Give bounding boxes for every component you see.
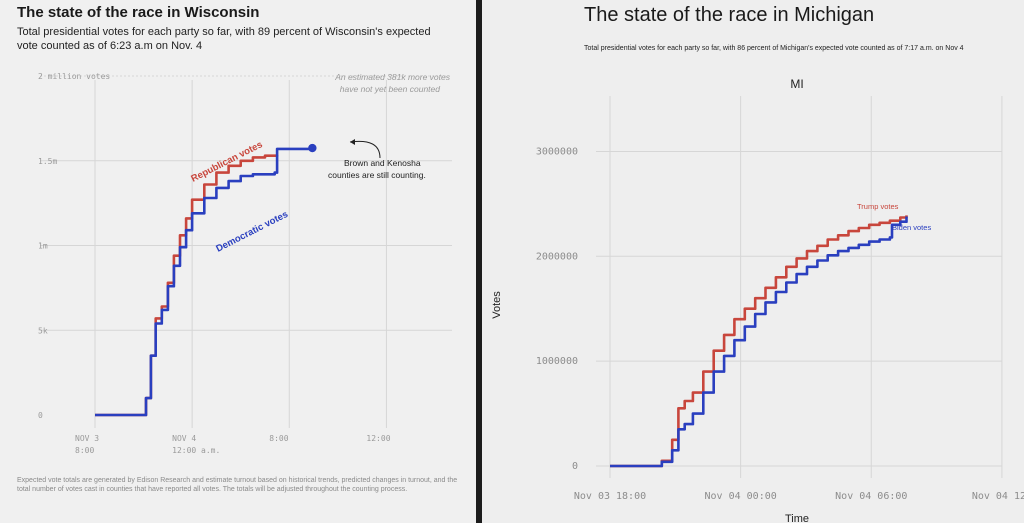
democratic-endpoint xyxy=(308,143,317,153)
y-tick-label: 0 xyxy=(572,461,578,472)
x-tick-label: Nov 04 06:00 xyxy=(835,491,907,502)
annotation-arrowhead xyxy=(350,139,355,145)
y-tick-label: 1m xyxy=(38,242,48,251)
biden-series-label: Biden votes xyxy=(892,223,931,232)
x-tick-label: NOV 4 xyxy=(172,434,196,443)
y-tick-label: 2 million votes xyxy=(38,72,110,81)
michigan-panel: The state of the race in Michigan Total … xyxy=(482,0,1024,523)
democratic-series-label: Democratic votes xyxy=(214,209,290,255)
y-tick-label: 2000000 xyxy=(536,251,578,262)
x-tick-label: 8:00 xyxy=(75,446,94,455)
counting-annotation: Brown and Kenosha xyxy=(344,158,421,168)
counting-annotation: counties are still counting. xyxy=(328,170,426,180)
y-tick-label: 5k xyxy=(38,326,48,335)
wisconsin-subtitle: Total presidential votes for each party … xyxy=(17,26,431,52)
michigan-subtitle: Total presidential votes for each party … xyxy=(584,45,964,52)
trump-line xyxy=(610,215,908,468)
x-axis-title: Time xyxy=(785,513,809,523)
x-tick-label: Nov 04 00:00 xyxy=(705,491,777,502)
y-axis-title: Votes xyxy=(491,291,503,319)
biden-line xyxy=(610,216,908,468)
x-tick-label: Nov 04 12: xyxy=(972,491,1024,502)
x-tick-label: Nov 03 18:00 xyxy=(574,491,646,502)
panel-divider xyxy=(476,0,482,523)
republican-line xyxy=(95,154,279,417)
y-tick-label: 1000000 xyxy=(536,356,578,367)
michigan-chart: 0 1000000 2000000 3000000 Nov 03 18:00 Nov 04… xyxy=(491,77,1024,523)
y-tick-label: 3000000 xyxy=(536,146,578,157)
michigan-title: The state of the race in Michigan xyxy=(584,4,875,26)
y-tick-label: 0 xyxy=(38,411,43,420)
x-tick-label: 12:00 a.m. xyxy=(172,446,220,455)
x-tick-label: 12:00 xyxy=(366,434,390,443)
wisconsin-title: The state of the race in Wisconsin xyxy=(17,4,260,21)
wisconsin-footnote: Expected vote totals are generated by Ed… xyxy=(17,477,458,493)
y-tick-label: 1.5m xyxy=(38,157,57,166)
remaining-votes-annotation: An estimated 381k more votes xyxy=(334,72,451,82)
x-tick-label: 8:00 xyxy=(269,434,288,443)
trump-series-label: Trump votes xyxy=(857,202,899,211)
remaining-votes-annotation: have not yet been counted xyxy=(340,84,440,94)
wisconsin-panel: The state of the race in Wisconsin Total… xyxy=(0,0,476,523)
wisconsin-chart: 0 5k 1m 1.5m 2 million votes NOV 3 8:00 NOV 4 12… xyxy=(38,72,452,455)
michigan-chart-title: MI xyxy=(790,77,803,91)
democratic-line xyxy=(95,147,314,417)
x-tick-label: NOV 3 xyxy=(75,434,99,443)
